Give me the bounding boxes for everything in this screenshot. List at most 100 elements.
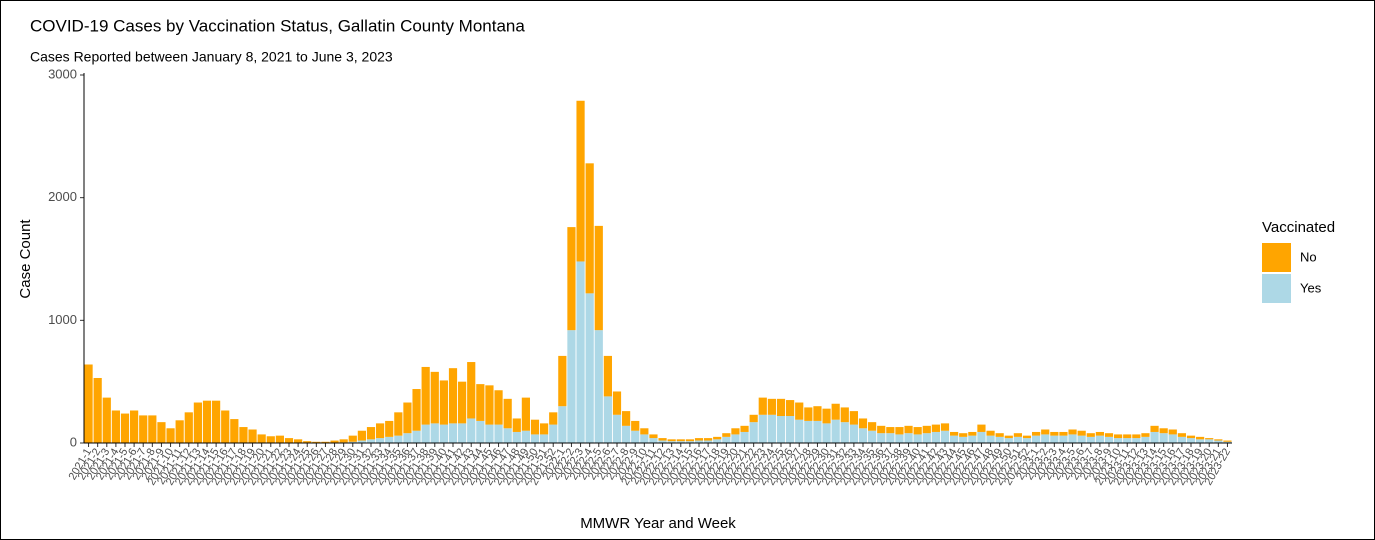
bar-segment <box>139 415 148 443</box>
bar-segment <box>567 330 576 443</box>
bar-segment <box>403 433 412 443</box>
bar-segment <box>940 430 950 443</box>
bar-segment <box>430 371 439 424</box>
bar-segment <box>1095 435 1104 443</box>
bar-segment <box>904 433 913 443</box>
bar-segment <box>230 419 239 443</box>
bar-segment <box>722 436 731 443</box>
bar-segment <box>758 397 767 415</box>
bar-segment <box>868 430 877 443</box>
bar-segment <box>93 377 102 443</box>
bar-segment <box>476 384 485 421</box>
bar-segment <box>913 434 922 443</box>
bar-segment <box>1141 433 1150 437</box>
bar-segment <box>685 439 694 442</box>
bar-segment <box>822 408 831 424</box>
bar-segment <box>849 411 858 425</box>
bar-segment <box>612 414 622 443</box>
bar-segment <box>193 402 202 443</box>
bar-segment <box>977 431 986 443</box>
y-tick-label: 2000 <box>48 189 77 204</box>
bar-segment <box>731 434 740 443</box>
bar-segment <box>940 423 950 431</box>
bar-segment <box>658 440 667 443</box>
bar-segment <box>348 441 357 443</box>
bar-segment <box>840 422 849 443</box>
bar-segment <box>1114 434 1123 439</box>
bar-segment <box>831 419 840 443</box>
bar-segment <box>631 420 640 431</box>
bar-segment <box>1059 431 1068 436</box>
bar-segment <box>558 406 567 443</box>
bar-segment <box>968 431 977 436</box>
bar-segment <box>266 436 275 443</box>
y-tick-label: 3000 <box>48 66 77 81</box>
bar-segment <box>521 397 530 431</box>
bar-segment <box>494 424 503 443</box>
bar-segment <box>895 434 904 443</box>
bar-segment <box>622 425 631 443</box>
bar-segment <box>1223 441 1232 443</box>
bar-segment <box>931 431 940 443</box>
bar-segment <box>1022 438 1032 443</box>
bar-segment <box>1068 429 1077 435</box>
bar-segment <box>1032 431 1041 436</box>
bar-segment <box>366 439 376 443</box>
bar-segment <box>1104 433 1114 437</box>
bar-segment <box>1150 425 1159 432</box>
bar-segment <box>1068 434 1077 443</box>
bar-segment <box>776 398 786 417</box>
bar-segment <box>212 400 221 443</box>
bar-segment <box>1159 428 1168 434</box>
bar-segment <box>1214 439 1223 441</box>
bar-segment <box>868 422 877 431</box>
bar-segment <box>467 362 476 419</box>
bar-segment <box>521 430 530 443</box>
bar-segment <box>749 414 758 423</box>
bar-segment <box>485 385 494 425</box>
bar-segment <box>467 418 476 443</box>
bar-segment <box>931 424 940 432</box>
bar-segment <box>412 430 421 443</box>
bar-segment <box>1050 435 1059 443</box>
chart-title: COVID-19 Cases by Vaccination Status, Ga… <box>30 16 525 35</box>
bar-segment <box>1013 433 1022 437</box>
bar-segment <box>585 293 594 443</box>
bar-segment <box>603 355 612 397</box>
bar-segment <box>394 435 403 443</box>
bar-segment <box>685 441 694 443</box>
bar-segment <box>549 412 558 425</box>
bar-segment <box>412 389 421 431</box>
bar-segment <box>767 398 776 415</box>
bar-segment <box>1004 438 1013 443</box>
bar-segment <box>494 390 503 425</box>
bar-segment <box>403 402 412 434</box>
bar-segment <box>84 364 93 443</box>
bar-segment <box>913 427 922 435</box>
bar-segment <box>776 416 786 443</box>
bar-segment <box>804 420 813 443</box>
bar-segment <box>740 431 749 443</box>
bar-segment <box>1132 434 1141 439</box>
bar-segment <box>576 100 585 262</box>
x-axis-label: MMWR Year and Week <box>580 515 736 532</box>
bar-segment <box>303 441 312 443</box>
bar-segment <box>120 413 130 443</box>
bar-segment <box>540 423 549 435</box>
bar-segment <box>749 422 758 443</box>
bar-segment <box>713 436 722 440</box>
bar-segment <box>813 406 822 421</box>
bar-segment <box>348 435 357 442</box>
bar-segment <box>1186 435 1196 439</box>
bar-segment <box>366 427 376 440</box>
bar-segment <box>1205 439 1214 443</box>
bar-segment <box>822 423 831 443</box>
bar-segment <box>1059 435 1068 443</box>
bar-segment <box>804 407 813 421</box>
bar-segment <box>175 420 184 443</box>
bar-segment <box>1095 431 1104 436</box>
bar-segment <box>312 441 321 443</box>
bar-segment <box>758 414 767 443</box>
